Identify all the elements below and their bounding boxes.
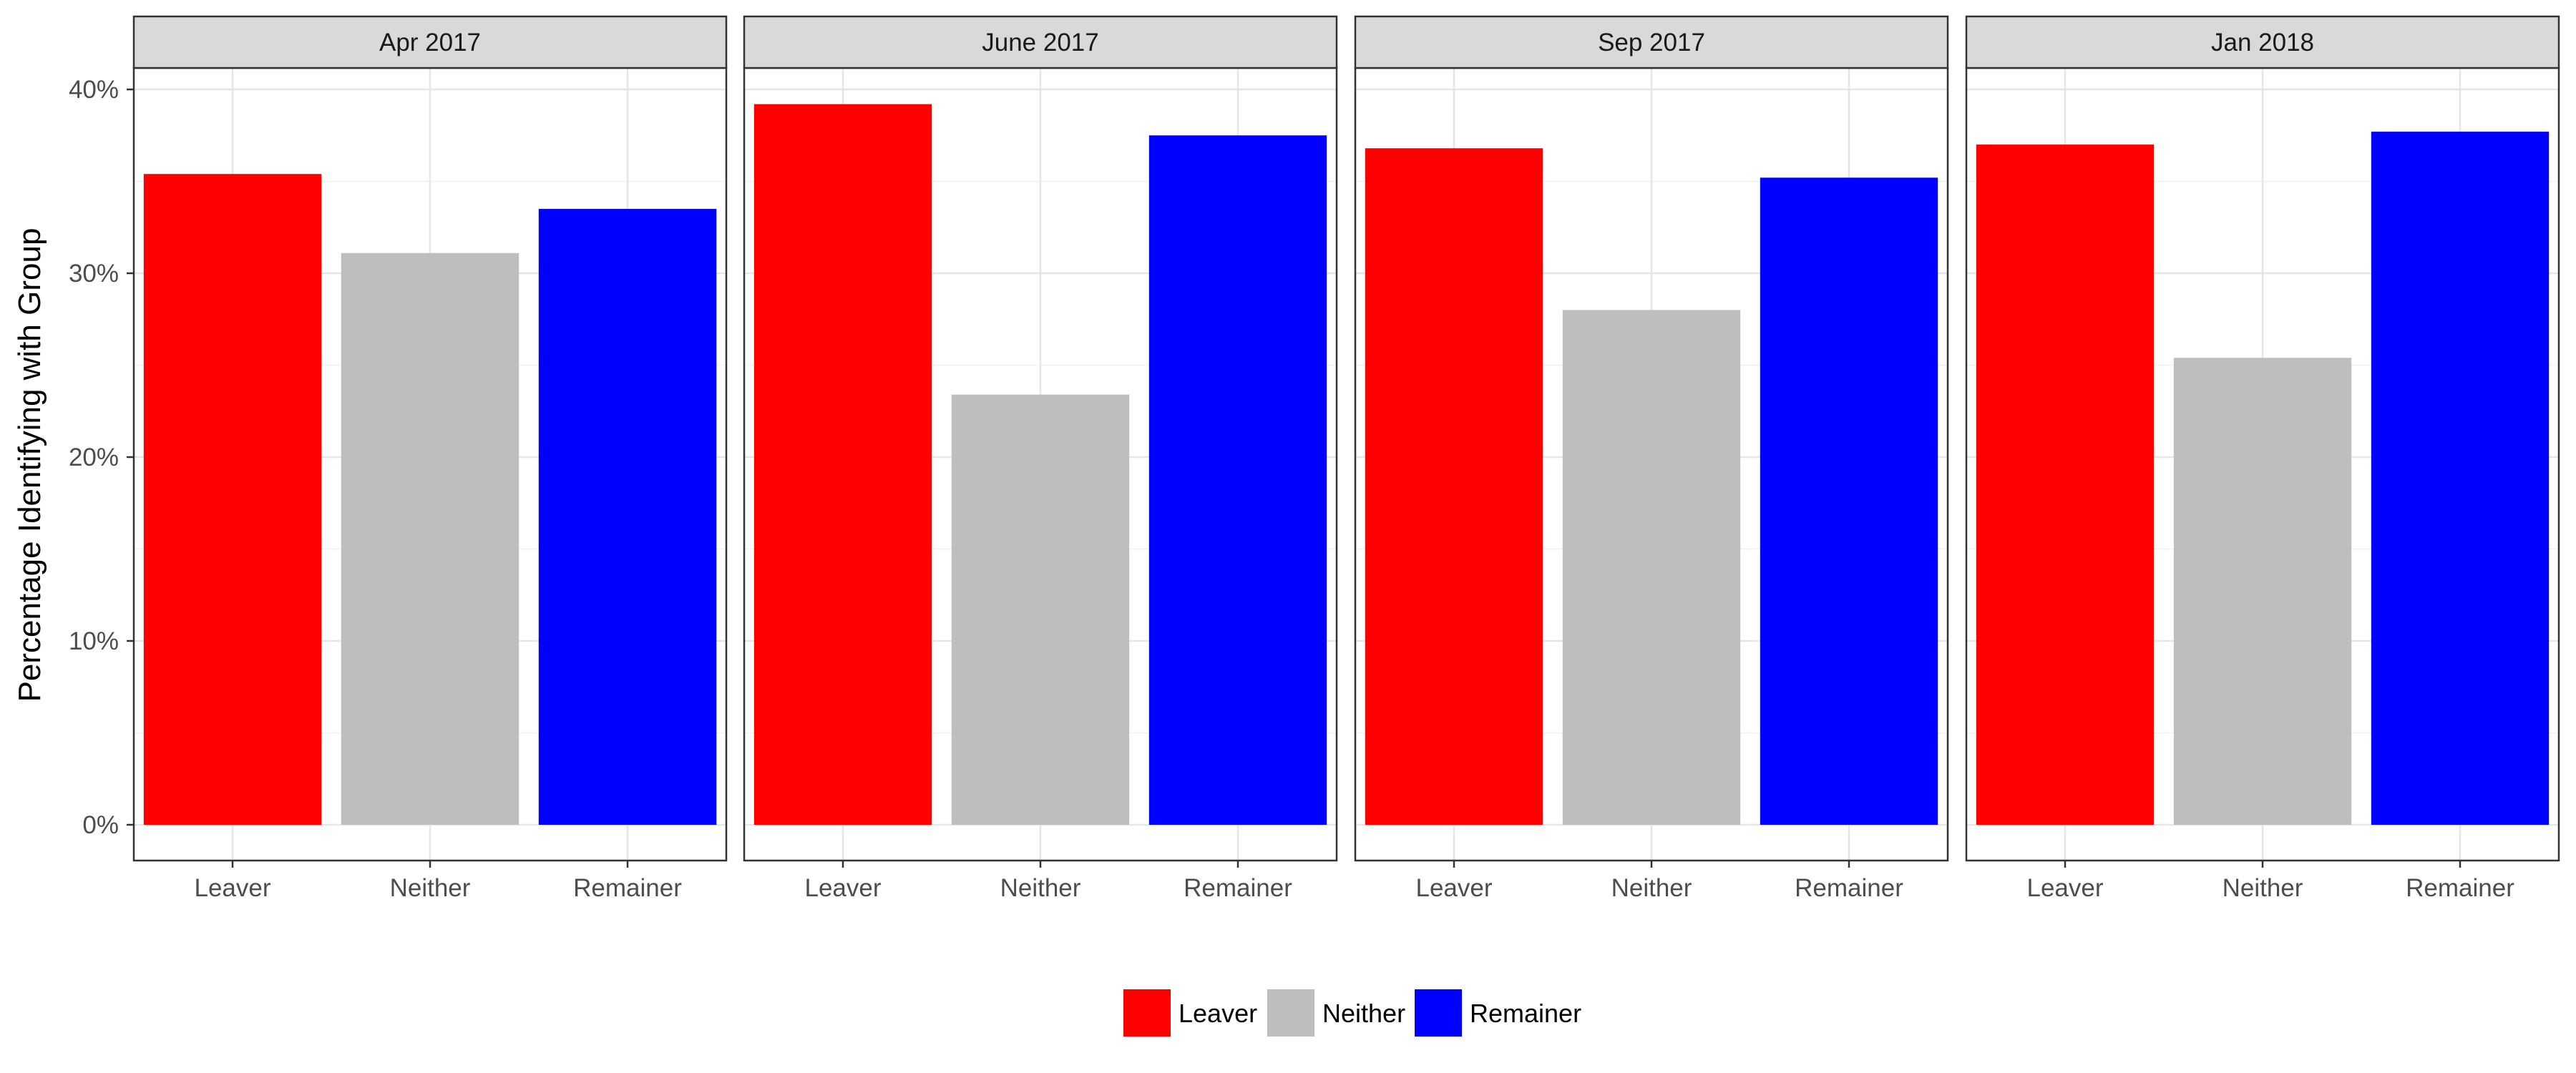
facet-title: Apr 2017 <box>379 29 481 57</box>
x-tick-label: Neither <box>1611 874 1692 902</box>
y-tick-label: 40% <box>69 76 119 104</box>
bar-remainer <box>538 209 717 825</box>
bar-leaver <box>1365 148 1543 825</box>
x-tick-label: Neither <box>1000 874 1081 902</box>
facet-strip <box>743 15 1338 69</box>
x-tick-label: Leaver <box>804 874 881 902</box>
bar-neither <box>2173 358 2352 825</box>
legend-swatch-remainer <box>1415 989 1462 1037</box>
x-tick-label: Remainer <box>573 874 682 902</box>
y-tick-label: 20% <box>69 444 119 471</box>
y-axis-title: Percentage Identifying with Group <box>12 228 47 702</box>
bar-leaver <box>143 174 322 825</box>
facet-title: June 2017 <box>982 29 1098 57</box>
bar-neither <box>951 394 1130 825</box>
facet-strip <box>1965 15 2560 69</box>
legend-label-neither: Neither <box>1322 999 1405 1028</box>
bar-neither <box>1562 310 1741 825</box>
facet-strip <box>132 15 728 69</box>
bar-remainer <box>2371 132 2550 825</box>
legend-label-remainer: Remainer <box>1470 999 1581 1028</box>
facet-title: Jan 2018 <box>2211 29 2314 57</box>
x-tick-label: Neither <box>2223 874 2303 902</box>
x-tick-label: Neither <box>390 874 471 902</box>
x-tick-label: Leaver <box>194 874 270 902</box>
facet-title: Sep 2017 <box>1598 29 1705 57</box>
facet-strip <box>1354 15 1949 69</box>
x-tick-label: Remainer <box>1795 874 1903 902</box>
x-tick-label: Remainer <box>1184 874 1292 902</box>
legend-swatch-leaver <box>1123 989 1171 1037</box>
y-tick-label: 0% <box>82 811 119 839</box>
x-tick-label: Leaver <box>1415 874 1492 902</box>
bar-neither <box>341 253 519 825</box>
bar-leaver <box>753 104 932 825</box>
bar-remainer <box>1148 135 1327 825</box>
legend-label-leaver: Leaver <box>1179 999 1257 1028</box>
y-tick-label: 30% <box>69 260 119 288</box>
y-tick-label: 10% <box>69 627 119 655</box>
bar-leaver <box>1976 144 2155 825</box>
bar-remainer <box>1760 177 1938 825</box>
x-tick-label: Remainer <box>2406 874 2514 902</box>
legend-swatch-neither <box>1267 989 1314 1037</box>
x-tick-label: Leaver <box>2026 874 2103 902</box>
